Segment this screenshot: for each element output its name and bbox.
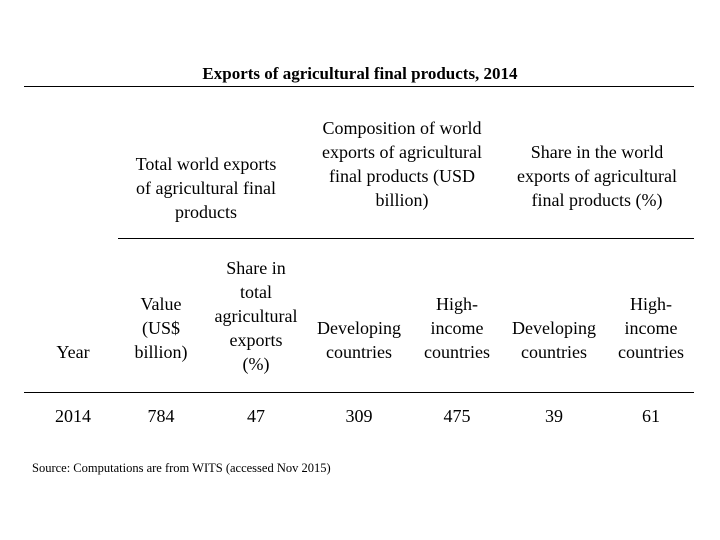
cell-year: 2014	[55, 406, 91, 426]
cell-comp-high-income: 475	[443, 406, 471, 426]
source-note: Source: Computations are from WITS (acce…	[32, 461, 331, 475]
cell-share-high-income: 61	[642, 406, 660, 426]
col-share-total: Share in total agricultural exports (%)	[214, 258, 298, 374]
col-year: Year	[56, 342, 90, 362]
cell-share-total: 47	[247, 406, 265, 426]
mid-rule	[118, 238, 694, 239]
top-rule	[24, 86, 694, 87]
cell-value: 784	[147, 406, 175, 426]
col-value: Value (US$ billion)	[134, 294, 188, 362]
header-share-world: Share in the world exports of agricultur…	[517, 142, 677, 210]
cell-share-developing: 39	[545, 406, 563, 426]
table-title: Exports of agricultural final products, …	[202, 64, 518, 83]
col-comp-high-income: High- income countries	[424, 294, 490, 362]
cell-comp-developing: 309	[345, 406, 373, 426]
header-bottom-rule	[24, 392, 694, 393]
col-share-high-income: High- income countries	[618, 294, 684, 362]
col-share-developing: Developing countries	[512, 318, 596, 362]
header-total-world-exports: Total world exports of agricultural fina…	[135, 154, 277, 222]
col-comp-developing: Developing countries	[317, 318, 401, 362]
header-composition: Composition of world exports of agricult…	[322, 118, 482, 210]
